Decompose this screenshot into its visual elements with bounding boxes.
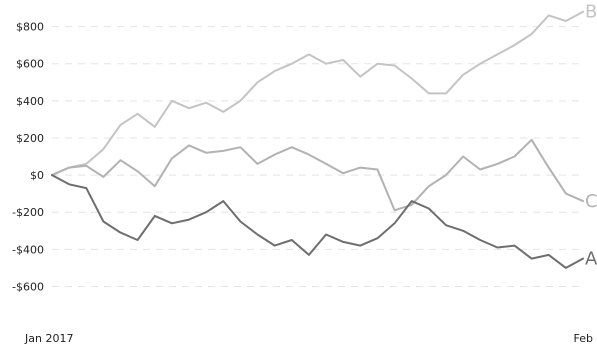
series-line-a bbox=[51, 174, 584, 269]
y-tick-label: -$400 bbox=[12, 243, 44, 256]
y-tick-label: -$200 bbox=[12, 206, 44, 219]
series-line-b bbox=[51, 10, 584, 177]
y-tick-label: $600 bbox=[16, 58, 44, 71]
series-label-c: C bbox=[585, 191, 597, 212]
y-axis-ticks: $800 $600 $400 $200 $0 -$200 -$400 -$600 bbox=[12, 21, 44, 294]
x-tick-label: Feb bbox=[574, 332, 593, 345]
series-lines bbox=[51, 10, 584, 269]
y-tick-label: $0 bbox=[30, 169, 44, 182]
series-labels: B C A bbox=[585, 2, 597, 270]
x-axis-ticks: Jan 2017 Feb bbox=[24, 332, 593, 345]
y-tick-label: $800 bbox=[16, 21, 44, 34]
x-tick-label: Jan 2017 bbox=[24, 332, 73, 345]
series-label-b: B bbox=[585, 2, 597, 23]
y-tick-label: $200 bbox=[16, 132, 44, 145]
grid bbox=[52, 26, 583, 287]
series-line-c bbox=[51, 138, 584, 212]
series-label-a: A bbox=[585, 249, 597, 270]
y-tick-label: $400 bbox=[16, 95, 44, 108]
y-tick-label: -$600 bbox=[12, 280, 44, 293]
